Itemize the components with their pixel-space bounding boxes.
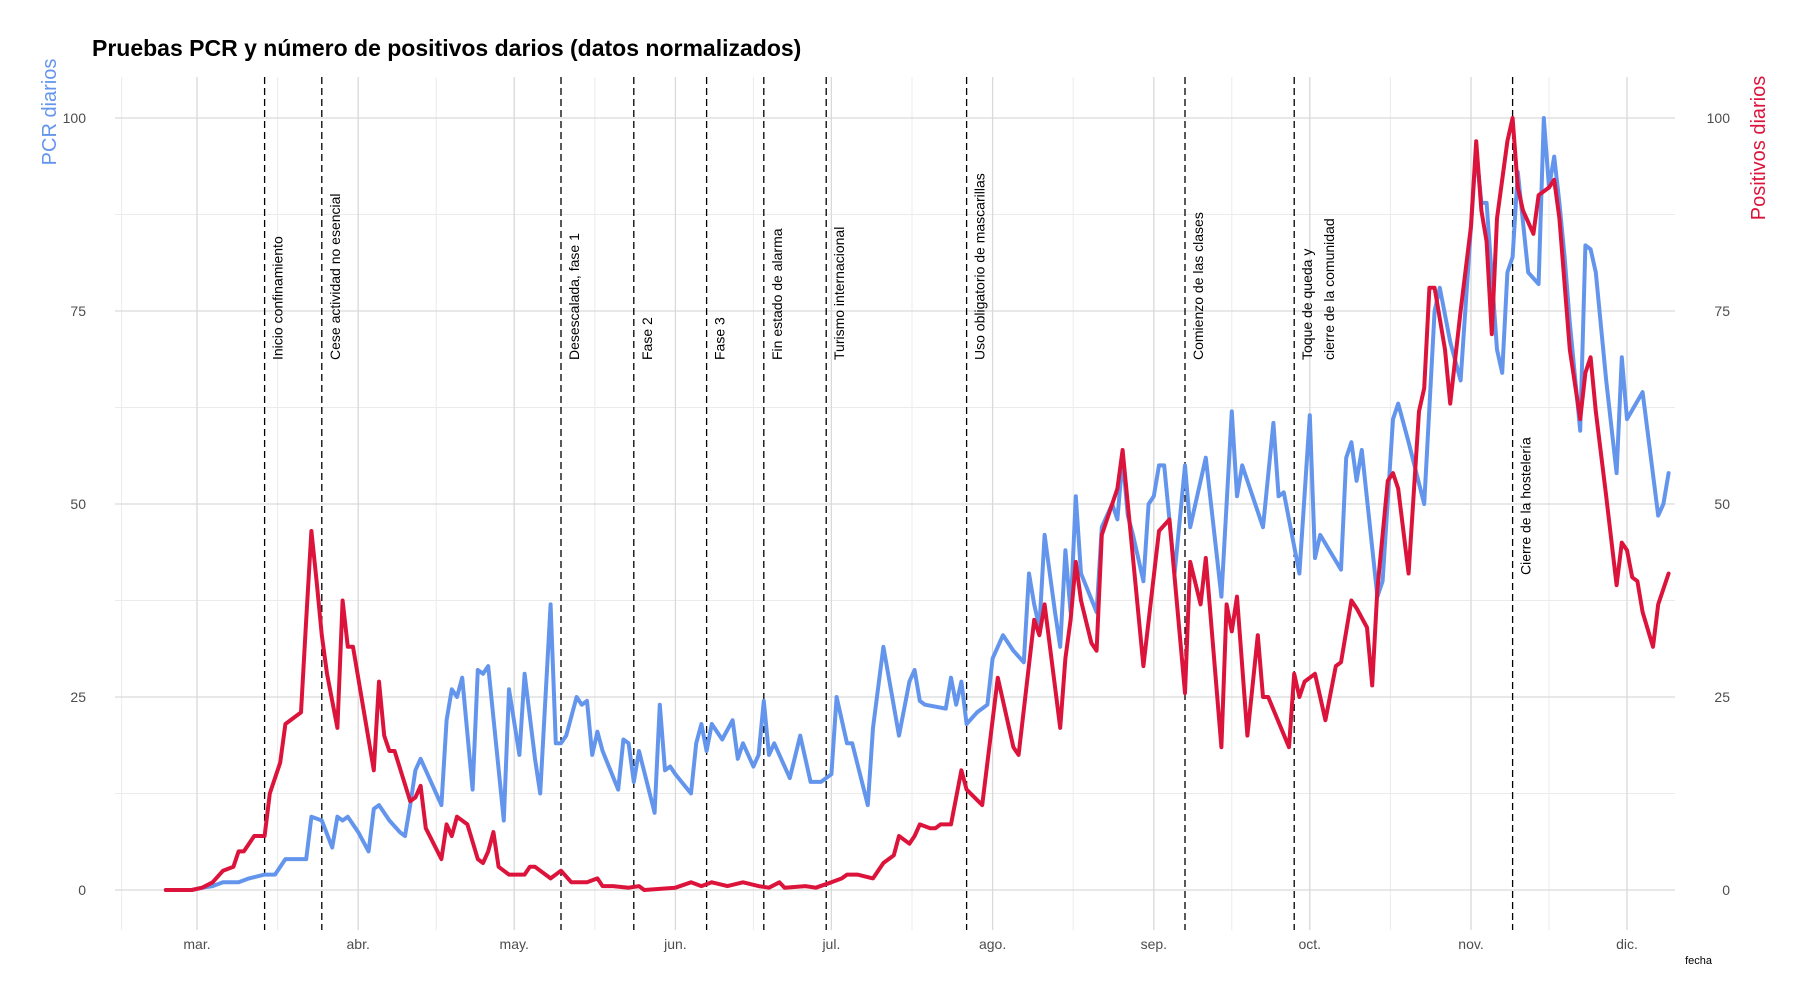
- y-tick-label-left: 100: [63, 110, 87, 126]
- series-line-positivos: [163, 116, 1671, 892]
- event-label: Cese actividad no esencial: [327, 193, 343, 360]
- y-axis-left-label: PCR diarios: [39, 59, 61, 166]
- y-tick-label-left: 0: [78, 882, 86, 898]
- event-annotations: Inicio confinamiento Cese actividad no es…: [263, 77, 1534, 930]
- event-label: Inicio confinamiento: [270, 236, 286, 360]
- x-tick-label: jun.: [663, 936, 687, 952]
- x-tick-label: jul.: [821, 936, 840, 952]
- x-tick-label: dic.: [1616, 936, 1638, 952]
- event-label: Desescalada, fase 1: [566, 233, 582, 360]
- y-tick-label-right: 100: [1707, 110, 1731, 126]
- x-tick-label: oct.: [1299, 936, 1322, 952]
- chart-title: Pruebas PCR y número de positivos darios…: [92, 35, 801, 61]
- x-tick-label: ago.: [979, 936, 1006, 952]
- x-tick-label: sep.: [1141, 936, 1167, 952]
- event-label: Toque de queda y: [1299, 249, 1315, 360]
- y-tick-label-left: 75: [70, 303, 86, 319]
- event-label: Cierre de la hostelería: [1518, 437, 1534, 575]
- x-tick-label: mar.: [183, 936, 210, 952]
- series-line-pcr: [163, 116, 1671, 892]
- x-tick-label: may.: [500, 936, 529, 952]
- x-axis-label: fecha: [1685, 955, 1713, 967]
- y-axis-right-label: Positivos diarios: [1748, 76, 1770, 221]
- y-tick-label-right: 0: [1722, 882, 1730, 898]
- event-label: Comienzo de las clases: [1190, 212, 1206, 360]
- y-tick-label-right: 75: [1714, 303, 1730, 319]
- series-lines: [163, 116, 1671, 892]
- event-label: cierre de la comunidad: [1321, 218, 1337, 360]
- x-tick-label: nov.: [1458, 936, 1483, 952]
- y-tick-label-right: 25: [1714, 689, 1730, 705]
- y-tick-label-right: 50: [1714, 496, 1730, 512]
- axes: 0 0 25 25 50 50 75 75 100 100 mar. abr. may. jun. jul.…: [63, 110, 1731, 952]
- y-tick-label-left: 25: [70, 689, 86, 705]
- grid: [115, 77, 1675, 930]
- event-label: Fin estado de alarma: [769, 228, 785, 360]
- event-label: Turismo internacional: [831, 227, 847, 360]
- event-label: Fase 3: [712, 317, 728, 360]
- x-tick-label: abr.: [347, 936, 370, 952]
- event-label: Uso obligatorio de mascarillas: [972, 173, 988, 360]
- event-label: Fase 2: [639, 317, 655, 360]
- y-tick-label-left: 50: [70, 496, 86, 512]
